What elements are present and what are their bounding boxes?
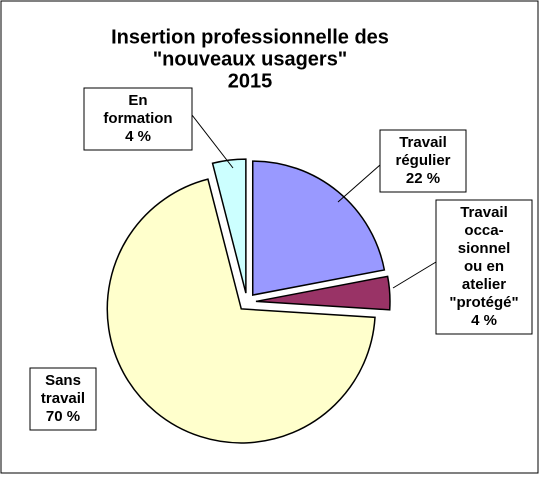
label-box: [435, 199, 533, 335]
chart-title: 2015: [228, 70, 273, 92]
leader-line: [191, 114, 234, 169]
slice-label: ou en: [464, 258, 504, 275]
slice-label: formation: [103, 110, 172, 127]
slice-label: En: [128, 92, 147, 109]
pie-slice: [106, 178, 376, 444]
slice-label: atelier: [462, 276, 506, 293]
slice-label: Sans: [45, 372, 81, 389]
chart-title: Insertion professionnelle des: [111, 26, 389, 48]
slice-label: "protégé": [449, 294, 518, 311]
slice-label: Travail: [460, 204, 508, 221]
value-label: 4 %: [125, 128, 151, 145]
label-box: [29, 367, 97, 431]
pie-slice: [211, 158, 247, 294]
chart-title: "nouveaux usagers": [153, 48, 348, 70]
label-box: [83, 87, 193, 151]
slice-label: travail: [41, 390, 85, 407]
value-label: 22 %: [406, 170, 440, 187]
label-box: [379, 129, 467, 193]
value-label: 70 %: [46, 408, 80, 425]
value-label: 4 %: [471, 312, 497, 329]
slice-label: occa-: [464, 222, 503, 239]
slice-label: régulier: [395, 152, 450, 169]
leader-line: [392, 261, 437, 289]
slice-label: sionnel: [458, 240, 511, 257]
pie-slice: [255, 275, 391, 311]
leader-line: [337, 164, 381, 203]
pie-slice: [251, 160, 386, 296]
slice-label: Travail: [399, 134, 447, 151]
